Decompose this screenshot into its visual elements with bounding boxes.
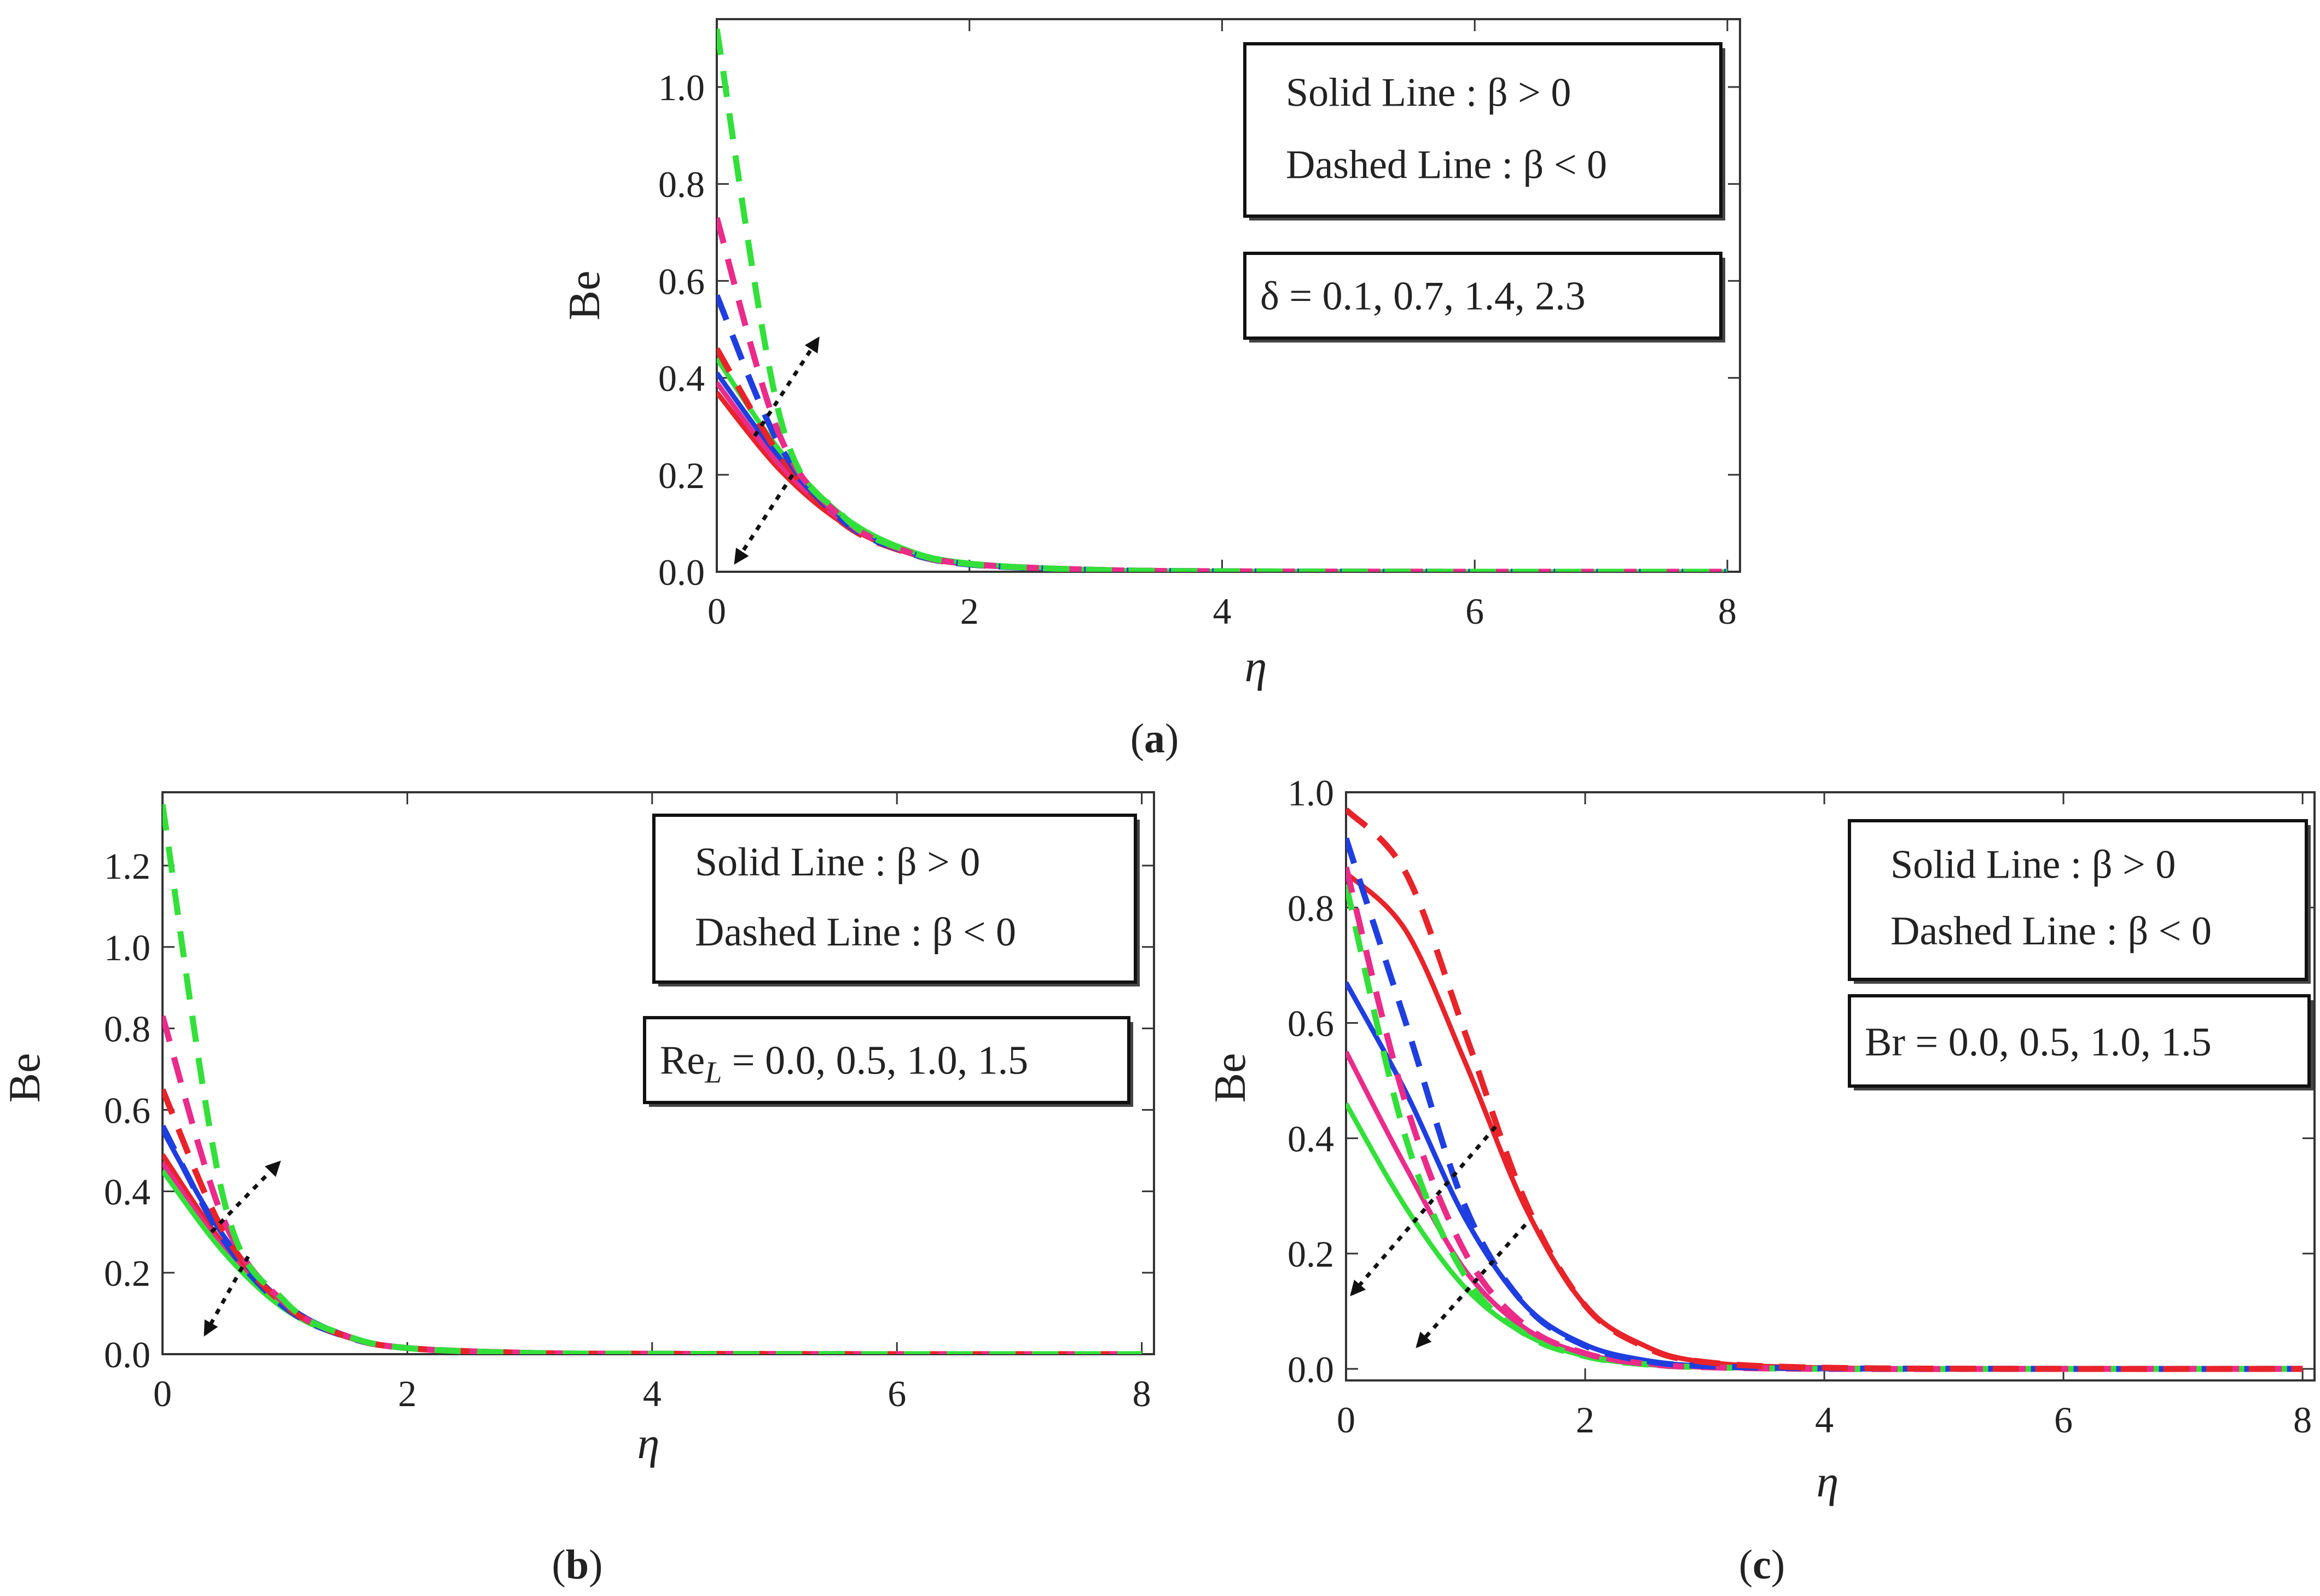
legend-entry: Dashed Line : β < 0	[1286, 143, 1607, 188]
x-axis-label: η	[1245, 641, 1267, 691]
legend-box	[1848, 819, 2308, 981]
legend-entry: Dashed Line : β < 0	[695, 910, 1016, 955]
y-tick-label: 0.2	[104, 1252, 150, 1294]
x-tick-label: 4	[1815, 1399, 1834, 1441]
y-tick-label: 0.6	[1287, 1003, 1334, 1044]
series-line-dashed	[163, 804, 1142, 1354]
y-tick-label: 0.6	[104, 1089, 150, 1131]
y-tick-label: 0.0	[658, 552, 705, 593]
trend-arrow-up	[753, 336, 820, 437]
y-tick-label: 1.2	[104, 845, 150, 887]
panel-b: 0 2 4 6 8 0.0 0.2 0.4 0.6 0.8 1.0 1.2 η Be Solid Line …	[0, 791, 1155, 1588]
panel-caption: (a)	[1130, 716, 1179, 762]
trend-arrow-down	[734, 473, 794, 565]
x-tick-label: 8	[1718, 590, 1737, 632]
y-axis-label: Be	[1205, 1053, 1255, 1102]
parameter-box	[643, 1016, 1130, 1104]
x-tick-label: 6	[2054, 1399, 2073, 1441]
legend-box	[652, 814, 1137, 984]
y-tick-label: 0.8	[104, 1008, 150, 1050]
y-axis-label: Be	[559, 270, 609, 320]
x-tick-label: 2	[960, 590, 979, 632]
y-tick-label: 0.0	[1287, 1349, 1334, 1390]
legend-box	[1243, 42, 1722, 218]
x-tick-label: 4	[1213, 590, 1231, 632]
x-tick-label: 8	[1133, 1373, 1151, 1414]
y-tick-label: 0.4	[1287, 1118, 1334, 1159]
parameter-box	[1243, 252, 1722, 340]
x-tick-label: 0	[153, 1373, 172, 1414]
series-group	[163, 804, 1142, 1354]
y-tick-label: 1.0	[658, 67, 705, 108]
panel-caption-letter: a	[1144, 716, 1165, 762]
series-line-dashed	[163, 1088, 1142, 1354]
y-tick-label: 0.6	[658, 260, 705, 302]
x-tick-label: 2	[1576, 1399, 1594, 1441]
legend-entry: Solid Line : β > 0	[695, 840, 980, 885]
y-tick-label: 0.4	[104, 1171, 150, 1212]
y-tick-label: 1.0	[1287, 772, 1334, 814]
panel-a: 0 2 4 6 8 0.0 0.2 0.4 0.6 0.8 1.0 η Be Solid Line : β…	[559, 18, 1741, 762]
series-line-dashed	[1346, 807, 2303, 1372]
panel-caption: (b)	[552, 1542, 603, 1588]
series-group	[1346, 807, 2303, 1372]
parameter-box	[1848, 994, 2311, 1088]
x-tick-label: 4	[643, 1373, 662, 1414]
y-tick-label: 0.4	[658, 358, 705, 399]
parameter-label: ReL = 0.0, 0.5, 1.0, 1.5	[660, 1038, 1028, 1089]
x-tick-label: 6	[1465, 590, 1484, 632]
y-tick-label: 0.8	[658, 164, 705, 205]
series-line-dashed	[163, 1015, 1142, 1354]
x-tick-label: 0	[707, 590, 726, 632]
x-tick-label: 2	[398, 1373, 416, 1414]
panel-c: 0 2 4 6 8 0.0 0.2 0.4 0.6 0.8 1.0 η Be Solid Line : β…	[1205, 772, 2316, 1588]
x-axis-label: η	[1817, 1456, 1839, 1506]
x-axis-label: η	[637, 1418, 660, 1468]
parameter-label: δ = 0.1, 0.7, 1.4, 2.3	[1260, 274, 1586, 318]
series-line-dashed	[1346, 866, 2303, 1372]
legend-entry: Solid Line : β > 0	[1286, 70, 1571, 115]
panel-caption: (c)	[1739, 1542, 1785, 1588]
x-tick-label: 8	[2293, 1399, 2312, 1441]
plot-frame	[1345, 791, 2316, 1382]
panel-caption-letter: b	[566, 1542, 589, 1588]
legend-entry: Dashed Line : β < 0	[1890, 909, 2212, 954]
legend-entry: Solid Line : β > 0	[1890, 842, 2176, 887]
x-tick-label: 6	[888, 1373, 906, 1414]
trend-arrow-down	[204, 1255, 250, 1337]
y-tick-label: 0.2	[1287, 1233, 1334, 1275]
y-tick-label: 0.2	[658, 455, 705, 496]
panel-caption-letter: c	[1753, 1542, 1771, 1588]
y-tick-label: 0.8	[1287, 887, 1334, 929]
series-line-dashed	[1346, 837, 2303, 1372]
trend-arrow-up	[210, 1160, 281, 1234]
parameter-label: Br = 0.0, 0.5, 1.0, 1.5	[1865, 1020, 2212, 1065]
x-tick-label: 0	[1337, 1399, 1355, 1441]
trend-arrow-down	[1350, 1125, 1497, 1297]
trend-arrow-down	[1416, 1223, 1527, 1348]
y-axis-label: Be	[0, 1053, 49, 1102]
series-group	[717, 28, 1727, 572]
y-tick-label: 0.0	[104, 1334, 150, 1376]
y-tick-label: 1.0	[104, 927, 150, 968]
